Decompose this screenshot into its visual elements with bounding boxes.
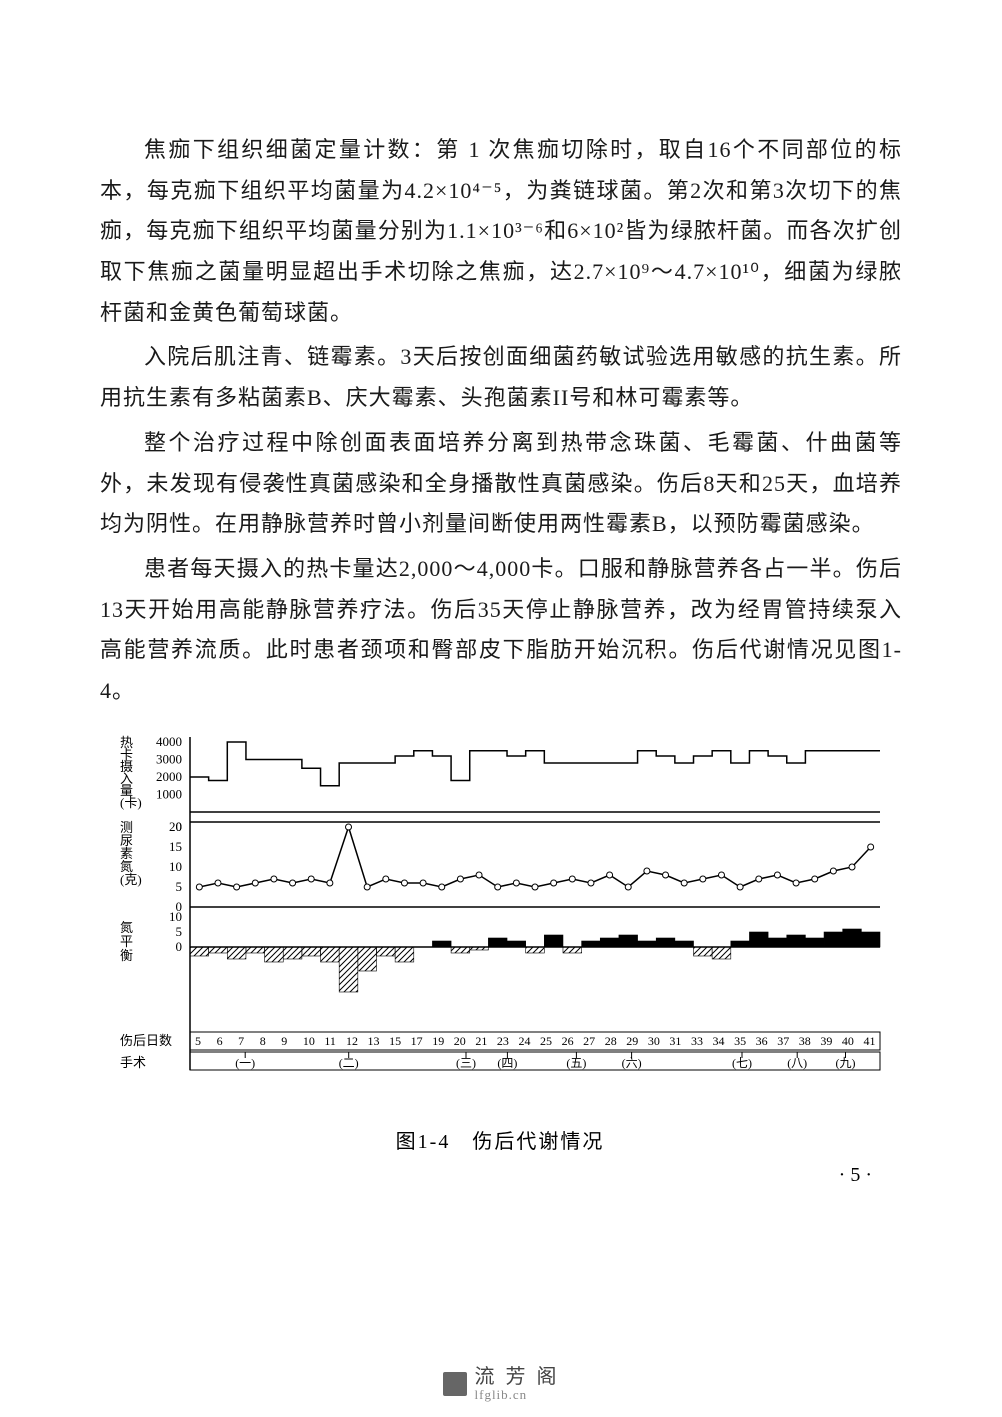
svg-text:(五): (五) <box>566 1056 586 1070</box>
paragraph-4: 患者每天摄入的热卡量达2,000～4,000卡。口服和静脉营养各占一半。伤后13… <box>100 549 902 712</box>
svg-text:27: 27 <box>583 1034 595 1048</box>
svg-text:39: 39 <box>820 1034 832 1048</box>
svg-text:12: 12 <box>346 1034 358 1048</box>
chart-caption: 图1-4 伤后代谢情况 <box>100 1125 900 1154</box>
svg-text:17: 17 <box>411 1034 423 1048</box>
svg-text:10: 10 <box>169 909 182 924</box>
svg-text:19: 19 <box>432 1034 444 1048</box>
page-number: · 5 · <box>100 1164 902 1187</box>
svg-text:衡: 衡 <box>120 948 133 963</box>
svg-text:34: 34 <box>713 1034 725 1048</box>
svg-text:36: 36 <box>756 1034 768 1048</box>
svg-text:(九): (九) <box>836 1056 856 1070</box>
svg-text:30: 30 <box>648 1034 660 1048</box>
svg-text:(八): (八) <box>787 1056 807 1070</box>
svg-text:38: 38 <box>799 1034 811 1048</box>
chart-container: 热卡摄入量(卡)4000300020001000测尿素氮(克)201510500… <box>100 732 900 1154</box>
svg-text:(七): (七) <box>732 1056 752 1070</box>
svg-text:9: 9 <box>281 1034 287 1048</box>
svg-text:(二): (二) <box>339 1056 359 1070</box>
svg-text:15: 15 <box>169 839 182 854</box>
svg-text:8: 8 <box>260 1034 266 1048</box>
svg-text:35: 35 <box>734 1034 746 1048</box>
svg-text:23: 23 <box>497 1034 509 1048</box>
svg-text:伤后日数: 伤后日数 <box>120 1033 172 1048</box>
svg-text:21: 21 <box>475 1034 487 1048</box>
svg-text:2000: 2000 <box>156 769 182 784</box>
svg-text:33: 33 <box>691 1034 703 1048</box>
footer-site-url: lfglib.cn <box>475 1388 528 1402</box>
svg-text:平: 平 <box>120 934 133 949</box>
footer-watermark: 流 芳 阁 lfglib.cn <box>0 1366 1002 1402</box>
paragraph-1: 焦痂下组织细菌定量计数：第 1 次焦痂切除时，取自16个不同部位的标本，每克痂下… <box>100 130 902 333</box>
svg-text:氮: 氮 <box>120 920 133 935</box>
svg-text:24: 24 <box>518 1034 530 1048</box>
svg-text:31: 31 <box>669 1034 681 1048</box>
svg-text:(四): (四) <box>497 1056 517 1070</box>
book-icon <box>443 1372 467 1396</box>
svg-text:20: 20 <box>454 1034 466 1048</box>
svg-text:10: 10 <box>169 859 182 874</box>
svg-text:37: 37 <box>777 1034 789 1048</box>
svg-text:28: 28 <box>605 1034 617 1048</box>
svg-text:0: 0 <box>176 939 183 954</box>
svg-text:5: 5 <box>176 879 183 894</box>
svg-text:(三): (三) <box>456 1056 476 1070</box>
svg-text:15: 15 <box>389 1034 401 1048</box>
svg-text:11: 11 <box>324 1034 336 1048</box>
svg-text:0: 0 <box>176 819 183 834</box>
paragraph-3: 整个治疗过程中除创面表面培养分离到热带念珠菌、毛霉菌、什曲菌等外，未发现有侵袭性… <box>100 423 902 545</box>
svg-text:7: 7 <box>238 1034 244 1048</box>
svg-text:手术: 手术 <box>120 1055 146 1070</box>
svg-text:29: 29 <box>626 1034 638 1048</box>
svg-text:3000: 3000 <box>156 751 182 766</box>
text-content: 焦痂下组织细菌定量计数：第 1 次焦痂切除时，取自16个不同部位的标本，每克痂下… <box>100 130 902 712</box>
svg-text:(六): (六) <box>622 1056 642 1070</box>
svg-text:4000: 4000 <box>156 734 182 749</box>
paragraph-2: 入院后肌注青、链霉素。3天后按创面细菌药敏试验选用敏感的抗生素。所用抗生素有多粘… <box>100 337 902 418</box>
svg-text:(卡): (卡) <box>120 795 142 810</box>
svg-text:26: 26 <box>562 1034 574 1048</box>
svg-text:(克): (克) <box>120 872 142 887</box>
svg-text:(一): (一) <box>235 1056 255 1070</box>
metabolism-chart: 热卡摄入量(卡)4000300020001000测尿素氮(克)201510500… <box>100 732 900 1112</box>
svg-text:5: 5 <box>195 1034 201 1048</box>
svg-text:13: 13 <box>368 1034 380 1048</box>
svg-text:25: 25 <box>540 1034 552 1048</box>
svg-text:5: 5 <box>176 924 183 939</box>
svg-text:6: 6 <box>217 1034 223 1048</box>
svg-text:40: 40 <box>842 1034 854 1048</box>
svg-text:41: 41 <box>863 1034 875 1048</box>
svg-text:10: 10 <box>303 1034 315 1048</box>
svg-text:1000: 1000 <box>156 786 182 801</box>
footer-site-name: 流 芳 阁 <box>475 1366 560 1388</box>
